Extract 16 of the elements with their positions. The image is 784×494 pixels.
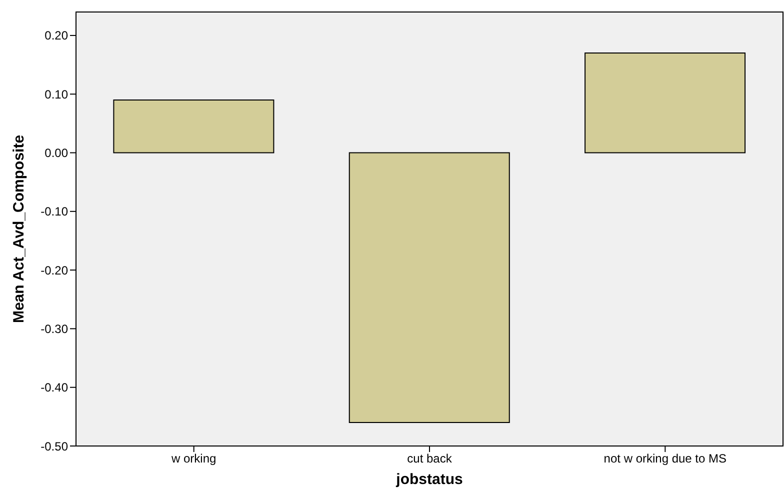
x-tick-label: w orking bbox=[170, 452, 216, 466]
bar bbox=[348, 152, 510, 424]
x-axis-title: jobstatus bbox=[395, 471, 463, 488]
x-tick-label: not w orking due to MS bbox=[604, 452, 727, 466]
y-tick-label: -0.40 bbox=[40, 380, 68, 395]
y-axis-title: Mean Act_Avd_Composite bbox=[10, 134, 28, 324]
y-tick-label: -0.20 bbox=[40, 263, 68, 278]
x-tick-label: cut back bbox=[407, 452, 453, 466]
bar bbox=[113, 99, 274, 154]
y-tick-label: -0.50 bbox=[40, 439, 68, 454]
bar bbox=[584, 52, 746, 154]
y-tick-label: 0.10 bbox=[44, 87, 68, 102]
y-tick-label: -0.30 bbox=[40, 322, 68, 336]
y-tick-label: 0.20 bbox=[44, 28, 68, 43]
y-tick-label: 0.00 bbox=[44, 146, 68, 160]
y-tick-label: -0.10 bbox=[40, 204, 68, 219]
